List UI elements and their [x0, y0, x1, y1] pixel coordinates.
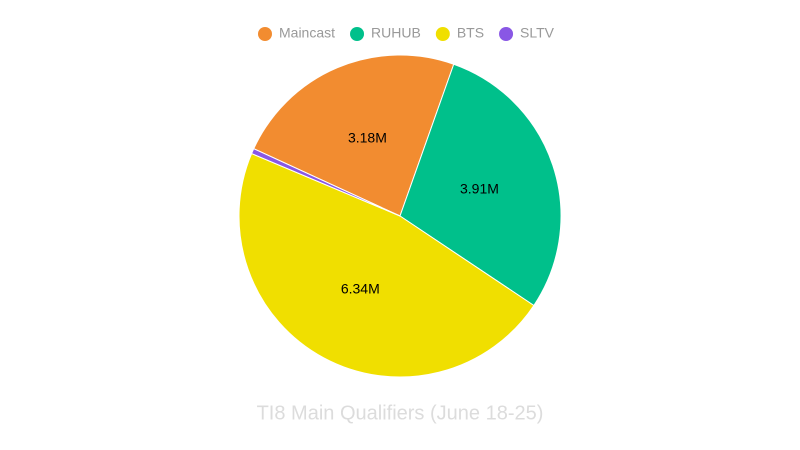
pie-slice [250, 148, 401, 217]
data-label: 6.34M [341, 280, 380, 296]
legend-marker [499, 27, 514, 41]
legend-marker [350, 27, 365, 41]
pie-slice [253, 54, 455, 217]
chart-title: TI8 Main Qualifiers (June 18-25) [257, 402, 544, 424]
data-label: 3.18M [348, 130, 387, 146]
data-label: 3.91M [460, 180, 499, 196]
legend-label: BTS [457, 25, 484, 41]
legend: Maincast RUHUB BTS SLTV [258, 25, 555, 41]
legend-label: SLTV [520, 25, 555, 41]
legend-label: RUHUB [371, 25, 421, 41]
legend-marker [435, 27, 450, 41]
pie-slice [238, 152, 535, 378]
legend-marker [258, 27, 272, 41]
legend-label: Maincast [279, 25, 335, 41]
pie-slice [399, 63, 562, 307]
